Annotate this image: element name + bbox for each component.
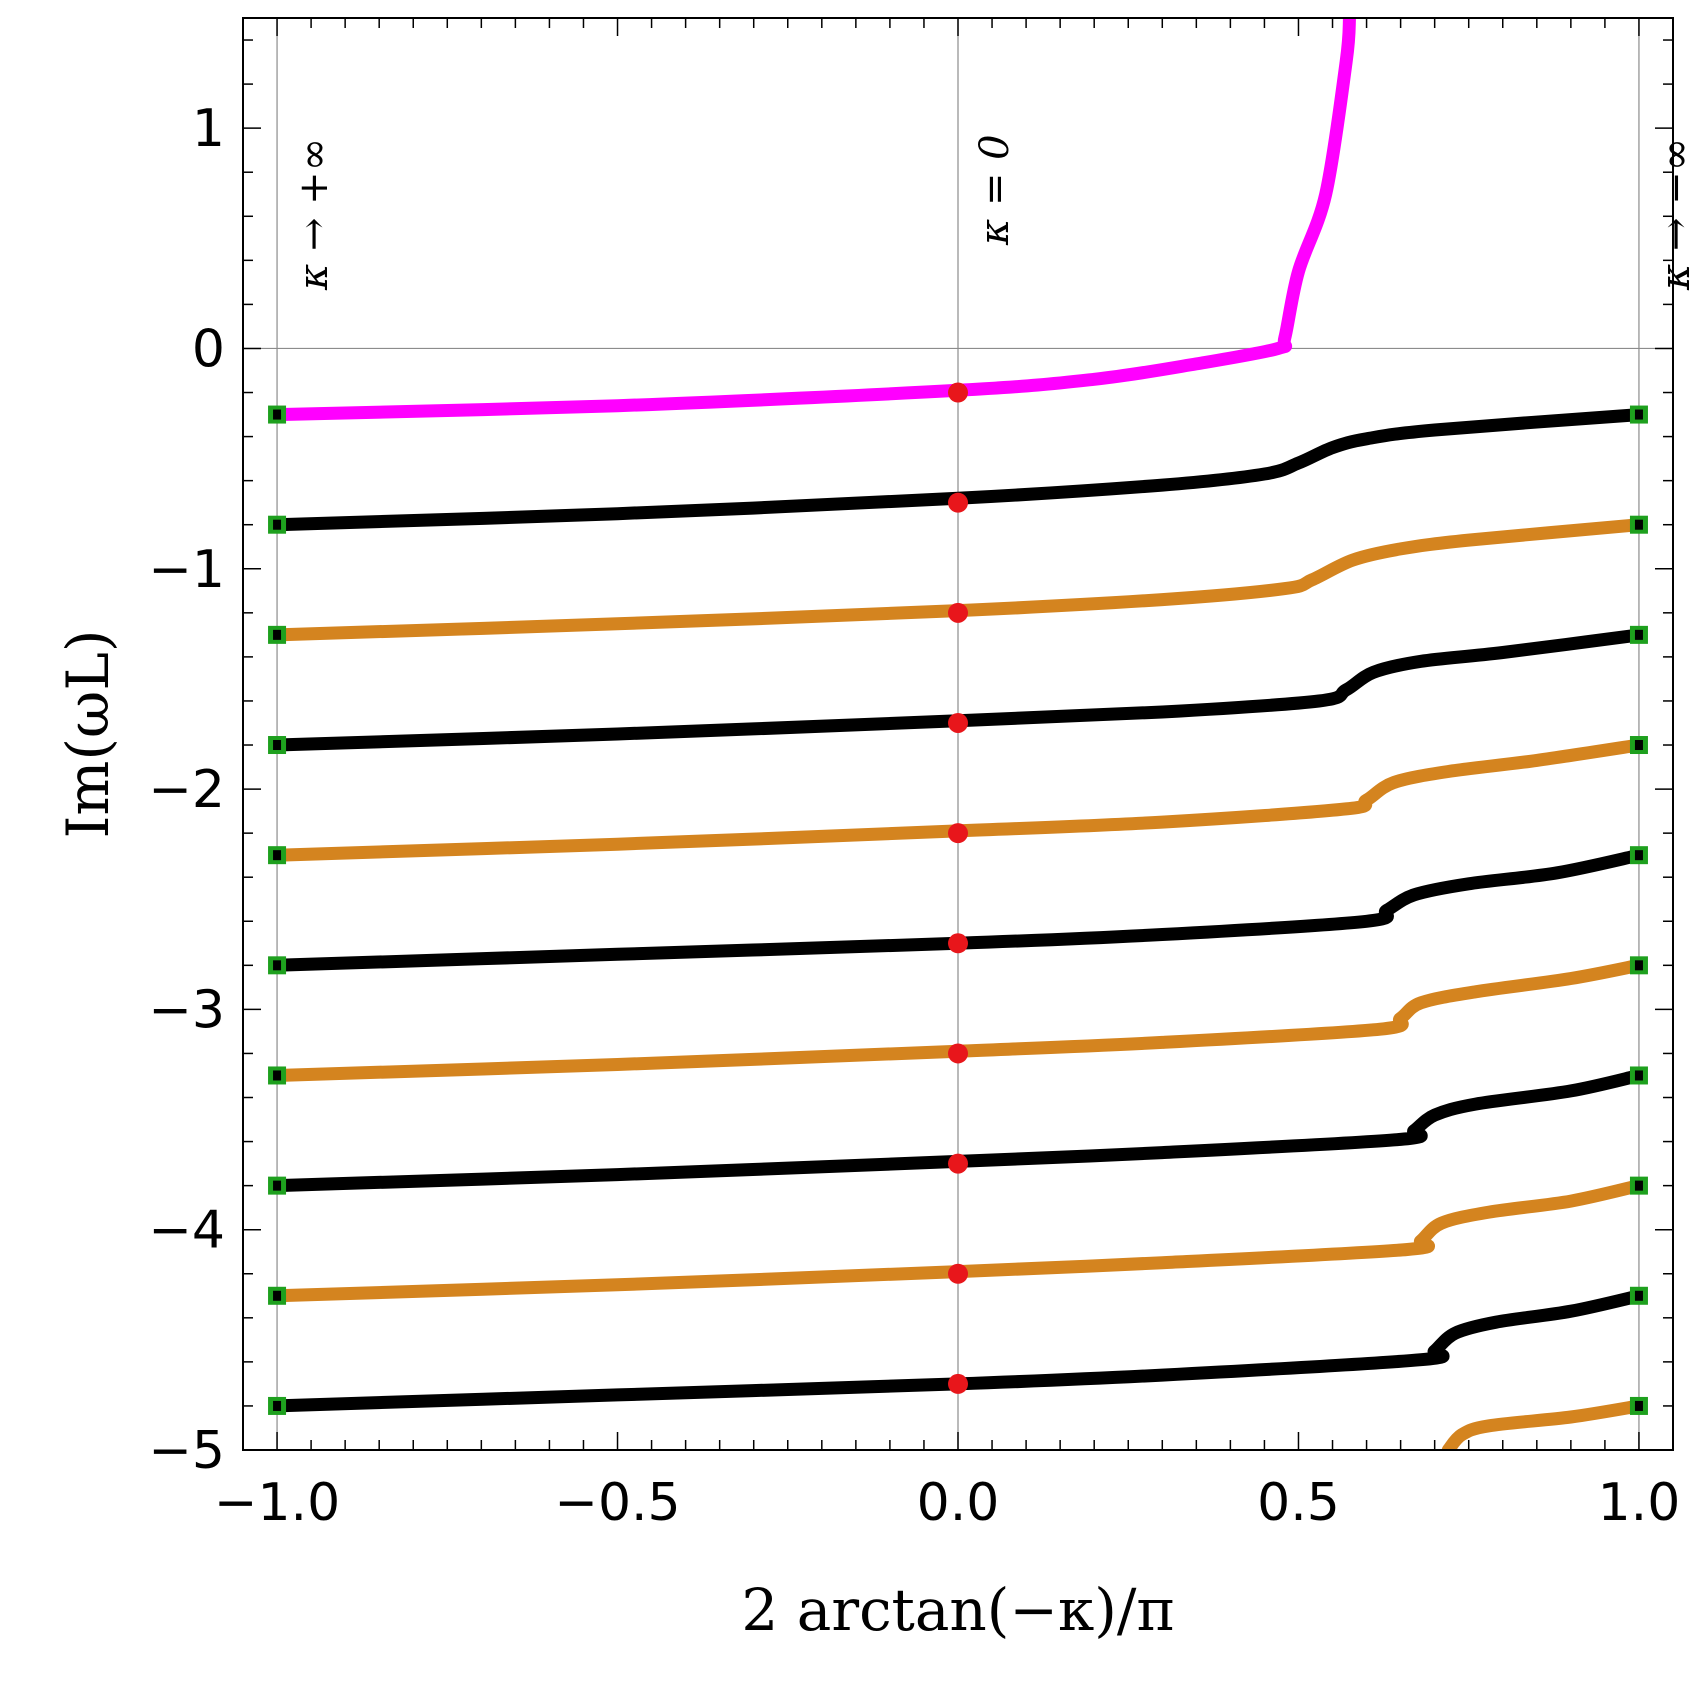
right-limit-marker-core — [1634, 1290, 1643, 1301]
series-line-mode-1 — [270, 408, 1646, 532]
left-limit-marker-core — [273, 1290, 282, 1301]
kappa-zero-marker — [948, 1373, 968, 1394]
series-line-mode-4 — [270, 738, 1646, 862]
y-tick-label: 0 — [192, 319, 225, 379]
kappa-zero-marker — [948, 602, 968, 623]
plot-frame — [242, 17, 1674, 1451]
series-line-mode-9 — [270, 1289, 1646, 1413]
series-line-mode-8 — [270, 1179, 1646, 1303]
series-line-mode-2 — [270, 518, 1646, 642]
y-tick-labels: −5 −4 −3 −2 −1 0 1 — [148, 99, 225, 1481]
right-limit-marker-core — [1634, 519, 1643, 530]
y-axis-title: Im(ωL) — [54, 630, 122, 839]
right-limit-marker-core — [1634, 1180, 1643, 1191]
x-tick-label: −1.0 — [214, 1473, 340, 1533]
left-limit-marker-core — [273, 629, 282, 640]
x-tick-label: −0.5 — [554, 1473, 680, 1533]
series-layer — [270, 18, 1646, 1450]
kappa-zero-marker — [948, 823, 968, 844]
left-limit-marker-core — [273, 1400, 282, 1411]
kappa-zero-marker — [948, 1043, 968, 1064]
left-limit-marker-core — [273, 519, 282, 530]
x-axis-title: 2 arctan(−κ)/π — [741, 1576, 1174, 1644]
axis-ticks — [242, 18, 1674, 1451]
kappa-annotation: κ = 0 — [972, 134, 1018, 246]
x-tick-label: 1.0 — [1598, 1473, 1681, 1533]
kappa-zero-marker — [948, 382, 968, 403]
left-limit-marker-core — [273, 740, 282, 751]
y-tick-label: 1 — [192, 99, 225, 159]
kappa-zero-marker — [948, 712, 968, 733]
kappa-zero-marker — [948, 933, 968, 954]
y-tick-label: −2 — [148, 760, 225, 820]
series-line-mode-3 — [270, 628, 1646, 752]
y-tick-label: −1 — [148, 540, 225, 600]
kappa-zero-marker — [948, 1153, 968, 1174]
reference-lines — [243, 18, 1673, 1450]
right-limit-marker-core — [1634, 1070, 1643, 1081]
left-limit-marker-core — [273, 409, 282, 420]
right-limit-marker-core — [1634, 740, 1643, 751]
series-line-mode-5 — [270, 848, 1646, 972]
kappa-annotation: κ → −∞ — [1653, 138, 1699, 291]
right-limit-marker-core — [1634, 960, 1643, 971]
left-limit-marker-core — [273, 1070, 282, 1081]
kappa-zero-marker — [948, 1263, 968, 1284]
left-limit-marker-core — [273, 960, 282, 971]
annotations: κ → +∞ κ = 0 κ → −∞ — [291, 134, 1699, 291]
right-limit-marker-core — [1634, 1400, 1643, 1411]
series-line-mode-0 — [270, 18, 1356, 422]
x-tick-labels: −1.0 −0.5 0.0 0.5 1.0 — [214, 1473, 1680, 1533]
y-tick-label: −4 — [148, 1201, 225, 1261]
x-tick-label: 0.5 — [1257, 1473, 1340, 1533]
marker-layer — [268, 382, 1648, 1415]
series-line-mode-10 — [1441, 1399, 1646, 1450]
series-line-mode-6 — [270, 958, 1646, 1082]
right-limit-marker-core — [1634, 409, 1643, 420]
y-tick-label: −3 — [148, 980, 225, 1040]
left-limit-marker-core — [273, 850, 282, 861]
right-limit-marker-core — [1634, 629, 1643, 640]
kappa-zero-marker — [948, 492, 968, 513]
series-line-mode-7 — [270, 1069, 1646, 1193]
kappa-annotation: κ → +∞ — [291, 138, 337, 291]
right-limit-marker-core — [1634, 850, 1643, 861]
y-tick-label: −5 — [148, 1421, 225, 1481]
left-limit-marker-core — [273, 1180, 282, 1191]
x-tick-label: 0.0 — [917, 1473, 1000, 1533]
